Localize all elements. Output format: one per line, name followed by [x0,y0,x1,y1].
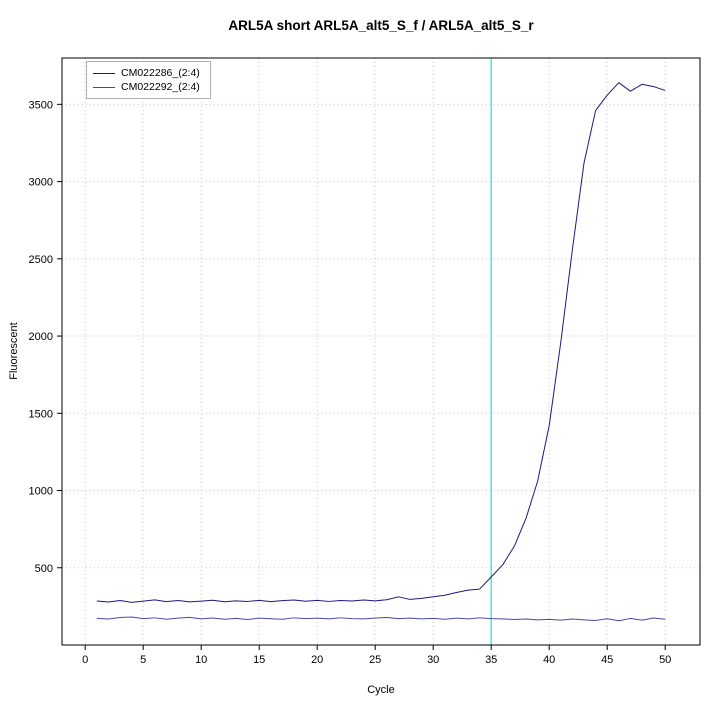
x-tick-label: 35 [485,654,497,666]
x-tick-label: 50 [659,654,671,666]
x-tick-label: 30 [427,654,439,666]
y-tick-label: 3500 [29,99,53,111]
y-axis-label: Fluorescent [8,322,20,380]
legend-item: CM022292_(2:4) [93,80,200,94]
legend-item: CM022286_(2:4) [93,66,200,80]
series-line-swatch [93,86,115,88]
legend-label: CM022286_(2:4) [121,67,200,79]
y-tick-label: 2500 [29,254,53,266]
chart-title: ARL5A short ARL5A_alt5_S_f / ARL5A_alt5_… [228,18,534,33]
x-tick-label: 10 [195,654,207,666]
x-tick-label: 5 [140,654,146,666]
x-tick-label: 25 [369,654,381,666]
plot-border [61,57,701,646]
series-line [96,616,666,622]
y-tick-label: 500 [35,563,53,575]
x-tick-label: 0 [82,654,88,666]
y-tick-label: 3000 [29,177,53,189]
x-tick-label: 20 [311,654,323,666]
x-tick-label: 45 [601,654,613,666]
y-tick-label: 1000 [29,486,53,498]
x-tick-label: 15 [253,654,265,666]
x-axis-label: Cycle [367,684,395,696]
series-line [96,82,666,603]
series-line-swatch [93,72,115,74]
x-tick-label: 40 [543,654,555,666]
y-tick-label: 1500 [29,408,53,420]
legend-label: CM022292_(2:4) [121,81,200,93]
y-tick-label: 2000 [29,331,53,343]
legend: CM022286_(2:4) CM022292_(2:4) [86,61,211,99]
